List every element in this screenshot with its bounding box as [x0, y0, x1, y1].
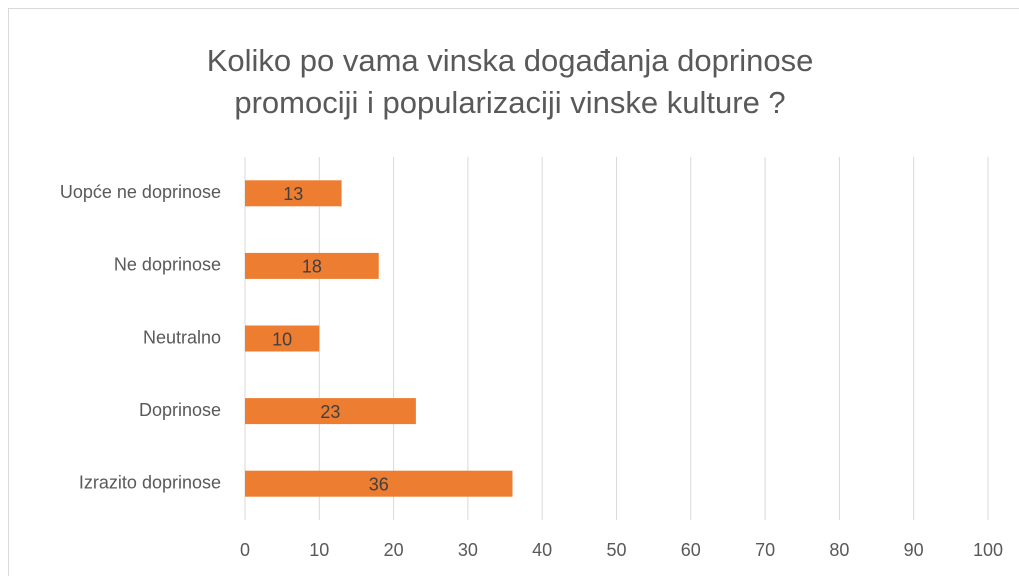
x-tick-label: 30	[458, 540, 478, 560]
y-tick-label: Neutralno	[143, 327, 221, 347]
data-label: 18	[302, 257, 322, 277]
x-tick-label: 20	[384, 540, 404, 560]
chart-border	[8, 8, 1019, 576]
chart-title: promociji i popularizaciji vinske kultur…	[234, 85, 785, 120]
x-tick-label: 40	[532, 540, 552, 560]
x-tick-label: 60	[681, 540, 701, 560]
data-label: 13	[283, 184, 303, 204]
data-label: 10	[272, 329, 292, 349]
y-tick-label: Izrazito doprinose	[79, 472, 221, 492]
x-tick-label: 100	[973, 540, 1003, 560]
x-tick-label: 90	[904, 540, 924, 560]
bar	[245, 470, 513, 497]
x-tick-label: 50	[606, 540, 626, 560]
y-tick-label: Ne doprinose	[114, 255, 221, 275]
bar	[245, 252, 379, 279]
x-tick-label: 0	[240, 540, 250, 560]
y-tick-label: Doprinose	[139, 400, 221, 420]
bar	[245, 180, 342, 207]
chart-title: Koliko po vama vinska događanja doprinos…	[207, 43, 814, 78]
x-tick-label: 80	[829, 540, 849, 560]
data-label: 36	[369, 474, 389, 494]
y-tick-label: Uopće ne doprinose	[60, 182, 221, 202]
bar	[245, 325, 320, 352]
data-label: 23	[320, 402, 340, 422]
x-tick-label: 10	[309, 540, 329, 560]
bar	[245, 398, 416, 425]
x-tick-label: 70	[755, 540, 775, 560]
